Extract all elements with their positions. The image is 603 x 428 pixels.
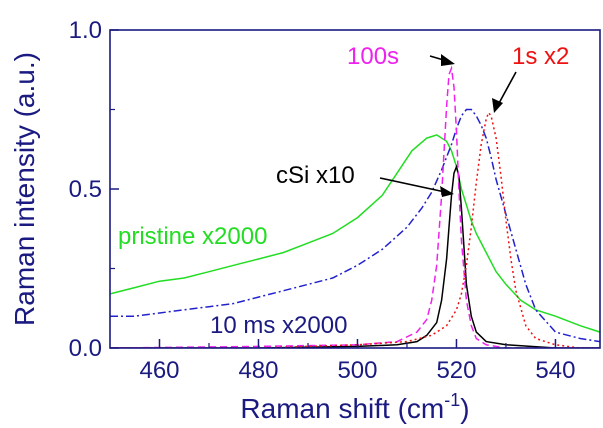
- y-tick-label: 1.0: [69, 17, 102, 44]
- arrow-1s: [492, 71, 517, 113]
- arrow-csi: [379, 177, 454, 197]
- plot-frame: [109, 29, 601, 349]
- series-line-4: [110, 111, 600, 348]
- x-tick-label: 480: [238, 357, 278, 384]
- x-axis-title: Raman shift (cm-1): [240, 390, 469, 424]
- series-line-1: [110, 108, 600, 343]
- label-10ms: 10 ms x2000: [210, 312, 347, 339]
- series-line-0: [110, 134, 600, 333]
- label-pristine: pristine x2000: [118, 223, 267, 250]
- label-100s: 100s: [347, 43, 399, 70]
- x-tick-label: 500: [337, 357, 377, 384]
- plot-area: 460 480 500 520 540 0.0 0.5 1.0: [69, 17, 601, 384]
- y-axis-title: Raman intensity (a.u.): [9, 52, 40, 326]
- arrow-100s: [429, 54, 455, 66]
- label-1s: 1s x2: [512, 43, 569, 70]
- y-tick-label: 0.5: [69, 176, 102, 203]
- x-tick-label: 540: [535, 357, 575, 384]
- series-line-2: [110, 164, 600, 348]
- y-tick-label: 0.0: [69, 335, 102, 362]
- x-tick-label: 520: [436, 357, 476, 384]
- series-line-3: [110, 65, 600, 348]
- x-tick-label: 460: [139, 357, 179, 384]
- label-csi: cSi x10: [276, 162, 355, 189]
